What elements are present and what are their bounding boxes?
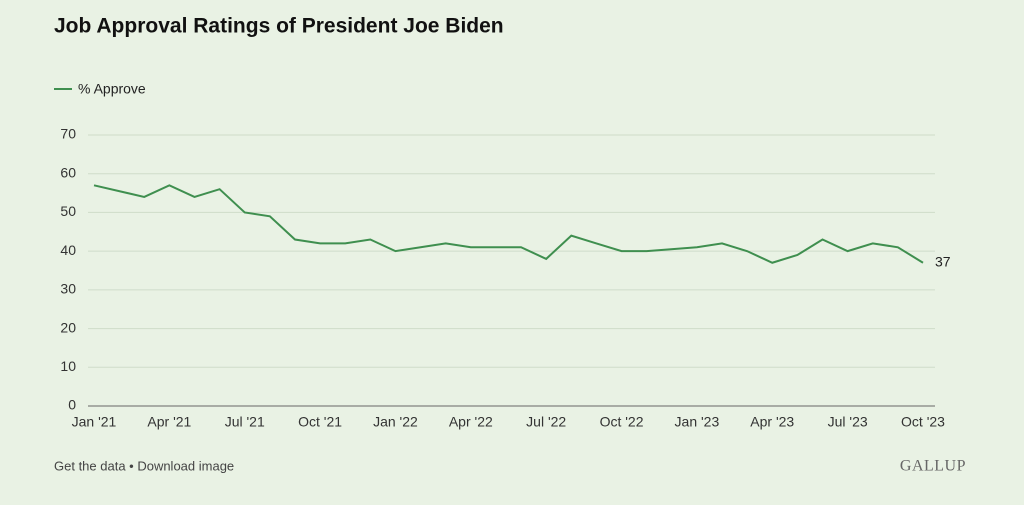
x-tick-label: Oct '23 [901, 414, 945, 430]
y-tick-label: 40 [60, 242, 76, 258]
x-tick-label: Jan '22 [373, 414, 418, 430]
brand: GALLUP [900, 458, 966, 475]
line-series [93, 184, 924, 264]
x-tick-label: Jan '21 [72, 414, 117, 430]
y-tick-label: 70 [60, 126, 76, 142]
x-tick-label: Jul '21 [225, 414, 265, 430]
legend-label: % Approve [78, 81, 146, 97]
chart-title: Job Approval Ratings of President Joe Bi… [54, 15, 504, 38]
x-tick-label: Apr '21 [147, 414, 191, 430]
y-tick-label: 60 [60, 164, 76, 180]
footer-links[interactable]: Get the data • Download image [54, 458, 234, 473]
y-tick-label: 0 [68, 397, 76, 413]
x-tick-label: Jul '22 [526, 414, 566, 430]
x-tick-label: Apr '23 [750, 414, 794, 430]
x-tick-label: Jul '23 [828, 414, 868, 430]
x-tick-label: Oct '22 [600, 414, 644, 430]
end-label: 37 [935, 253, 951, 269]
y-tick-label: 50 [60, 203, 76, 219]
y-tick-label: 10 [60, 358, 76, 374]
x-tick-label: Apr '22 [449, 414, 493, 430]
y-tick-label: 20 [60, 319, 76, 335]
x-tick-label: Jan '23 [675, 414, 720, 430]
x-tick-label: Oct '21 [298, 414, 342, 430]
y-tick-label: 30 [60, 281, 76, 297]
